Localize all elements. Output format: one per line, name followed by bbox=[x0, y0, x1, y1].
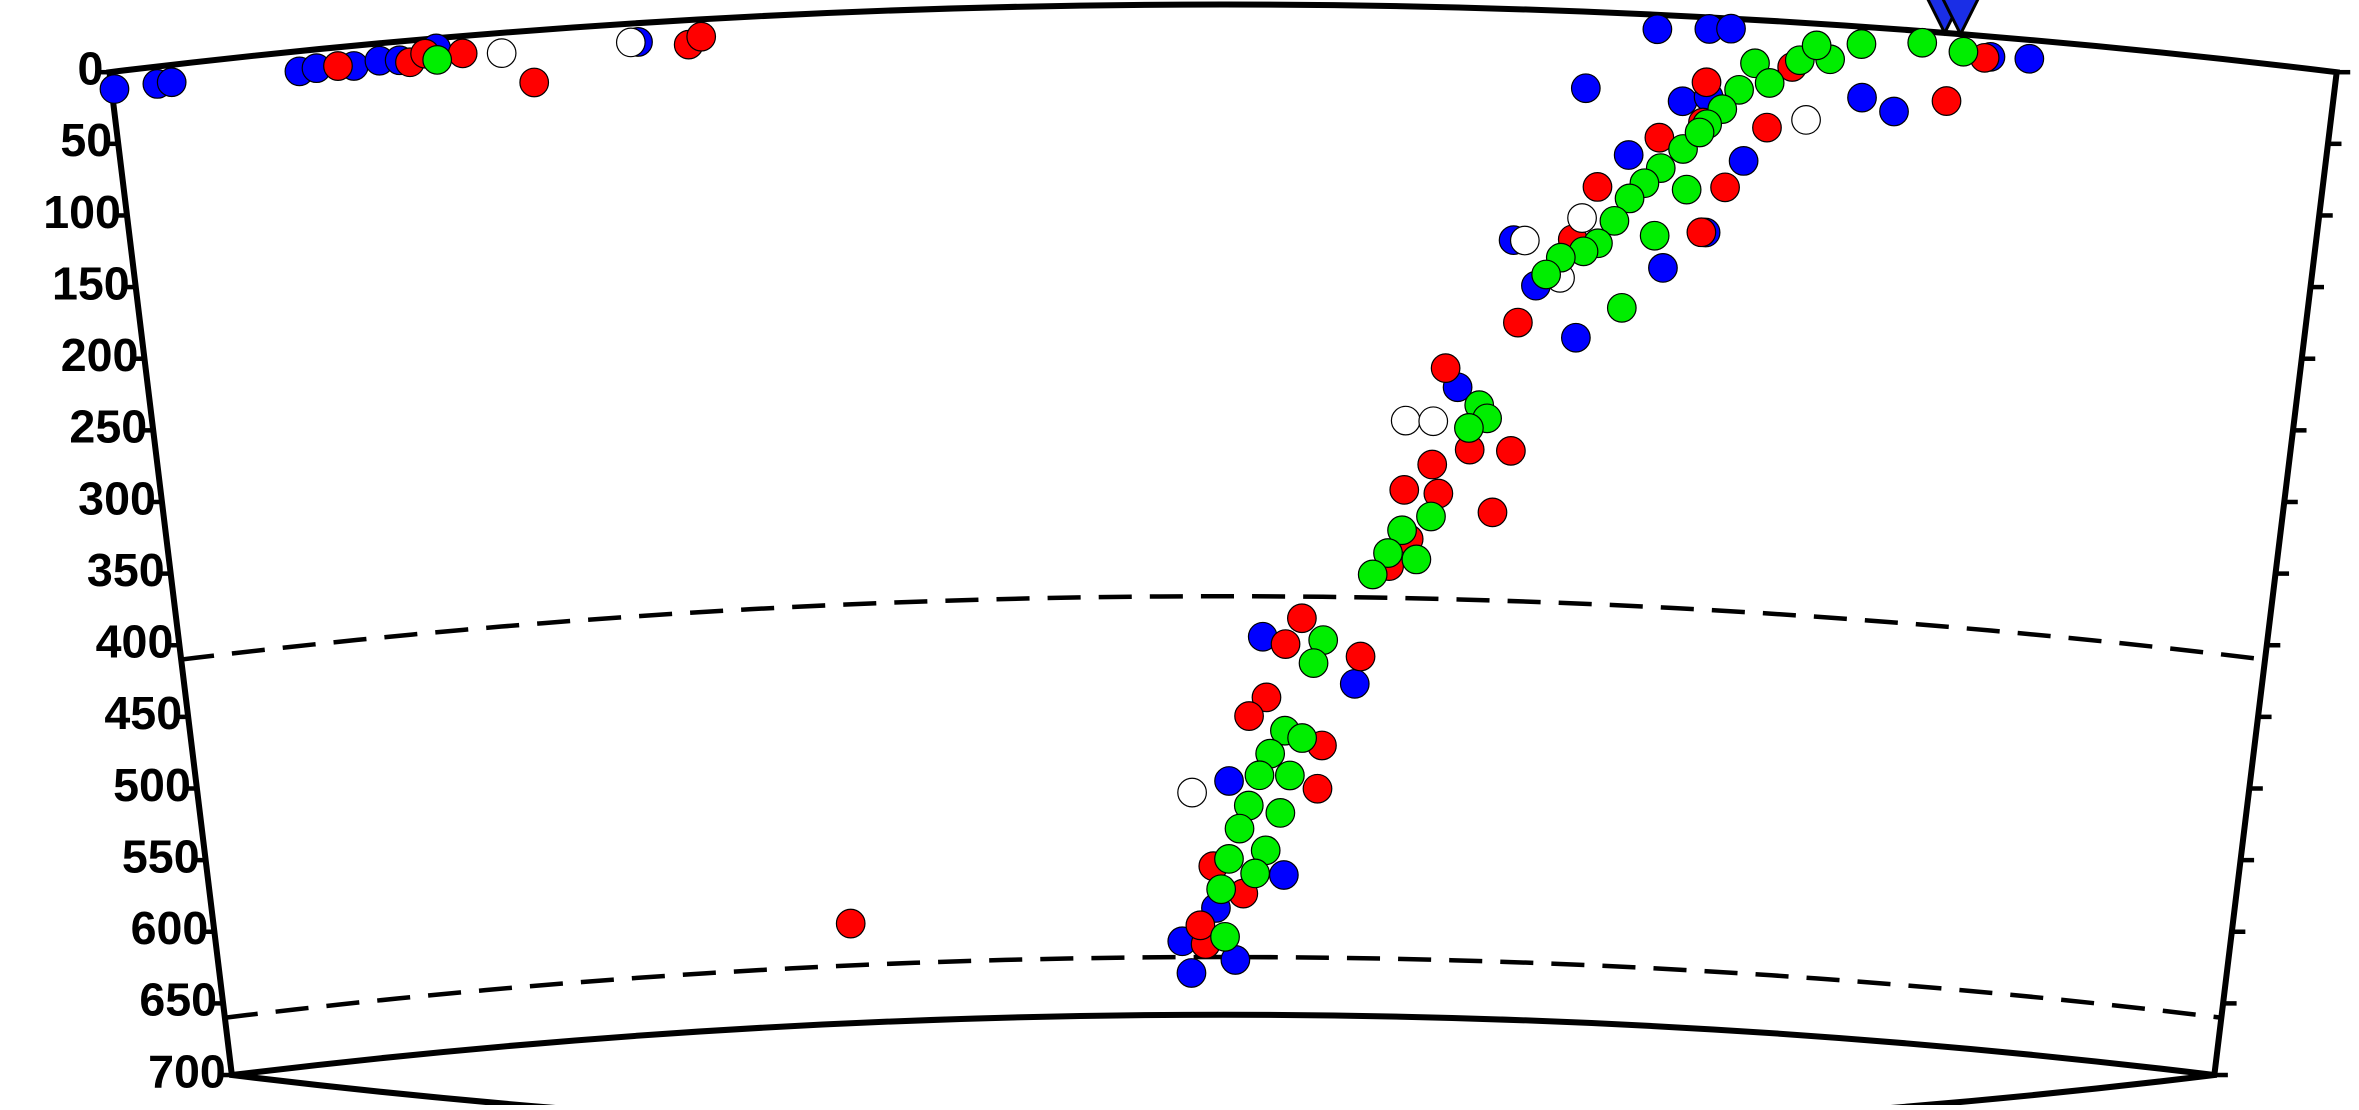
event-point bbox=[1176, 958, 1207, 988]
event-point bbox=[1948, 36, 1979, 67]
event-point bbox=[1210, 921, 1240, 952]
event-point bbox=[1567, 203, 1597, 233]
y-tick-label: 450 bbox=[104, 687, 182, 739]
event-point bbox=[1389, 474, 1420, 505]
event-point bbox=[1684, 117, 1715, 148]
y-tick-label: 700 bbox=[148, 1045, 226, 1097]
event-point bbox=[1716, 13, 1746, 44]
event-point bbox=[422, 45, 453, 75]
event-point bbox=[99, 74, 130, 104]
y-tick-label: 100 bbox=[43, 186, 121, 238]
event-point bbox=[1251, 682, 1282, 713]
event-point bbox=[615, 27, 646, 58]
event-point bbox=[1418, 406, 1449, 437]
event-point bbox=[156, 67, 187, 98]
event-point bbox=[1298, 648, 1329, 678]
event-point bbox=[1846, 29, 1877, 59]
event-point bbox=[1416, 501, 1446, 532]
y-tick-label: 50 bbox=[60, 114, 112, 166]
event-point bbox=[1791, 105, 1821, 135]
event-point bbox=[1724, 74, 1754, 105]
event-point bbox=[1614, 183, 1645, 214]
event-point bbox=[1801, 30, 1832, 61]
event-point bbox=[1570, 73, 1601, 104]
y-tick-label: 200 bbox=[61, 329, 139, 381]
event-point bbox=[1509, 225, 1540, 256]
event-point bbox=[486, 38, 517, 69]
event-point bbox=[447, 38, 478, 69]
discontinuity-line bbox=[180, 593, 2266, 662]
y-tick-label: 300 bbox=[78, 472, 156, 524]
event-point bbox=[1244, 760, 1275, 791]
event-point bbox=[1287, 603, 1317, 634]
event-point bbox=[1234, 701, 1264, 731]
event-point bbox=[1454, 413, 1484, 443]
event-point bbox=[1691, 67, 1722, 98]
y-tick-label: 350 bbox=[87, 544, 165, 596]
event-point bbox=[1477, 497, 1508, 528]
event-point bbox=[2014, 43, 2045, 74]
frame-bottom bbox=[231, 1011, 2215, 1079]
event-point bbox=[1606, 292, 1637, 323]
event-point bbox=[1287, 723, 1318, 753]
event-point bbox=[1648, 253, 1678, 283]
event-point bbox=[1907, 27, 1938, 58]
y-tick-label: 400 bbox=[96, 616, 174, 668]
event-point bbox=[1357, 559, 1388, 590]
event-point bbox=[1339, 668, 1370, 699]
event-point bbox=[1561, 322, 1591, 353]
event-point bbox=[1710, 172, 1740, 203]
event-point bbox=[1639, 220, 1670, 251]
event-point bbox=[1185, 910, 1216, 941]
y-tick-label: 500 bbox=[113, 759, 191, 811]
event-point bbox=[1430, 353, 1461, 384]
event-point bbox=[1345, 641, 1376, 672]
event-point bbox=[1401, 544, 1432, 575]
frame bbox=[106, 1, 2341, 1110]
y-tick-label: 600 bbox=[131, 902, 209, 954]
event-point bbox=[1752, 112, 1782, 143]
event-point bbox=[1495, 435, 1526, 466]
event-point bbox=[1686, 217, 1717, 248]
event-point bbox=[1503, 307, 1533, 338]
event-point bbox=[835, 908, 866, 939]
event-point bbox=[1265, 798, 1296, 828]
event-point bbox=[1373, 538, 1403, 568]
event-point bbox=[1642, 14, 1673, 45]
y-tick-label: 250 bbox=[69, 401, 147, 453]
event-point bbox=[686, 21, 717, 52]
event-point bbox=[1274, 760, 1305, 791]
event-point bbox=[1671, 174, 1702, 205]
event-point bbox=[1214, 766, 1244, 796]
y-tick-label: 0 bbox=[78, 43, 104, 95]
event-point bbox=[1387, 515, 1417, 546]
event-point bbox=[1206, 874, 1237, 905]
event-point bbox=[1599, 205, 1630, 236]
event-point bbox=[1667, 86, 1698, 117]
event-point bbox=[1531, 259, 1562, 290]
event-point bbox=[1728, 146, 1759, 176]
event-point bbox=[1177, 777, 1207, 808]
event-point bbox=[1754, 68, 1785, 98]
event-point bbox=[1390, 405, 1421, 436]
event-point bbox=[1268, 860, 1299, 890]
event-point bbox=[519, 67, 550, 98]
event-point bbox=[1270, 629, 1301, 659]
event-point bbox=[1214, 844, 1244, 874]
event-point bbox=[1879, 96, 1909, 127]
event-point bbox=[1847, 82, 1877, 113]
event-point bbox=[1240, 858, 1271, 889]
station-marker bbox=[1941, 0, 1980, 38]
event-point bbox=[323, 51, 353, 81]
event-point bbox=[1224, 813, 1255, 844]
y-tick-label: 650 bbox=[139, 974, 217, 1026]
event-point bbox=[1613, 140, 1644, 170]
event-point bbox=[1582, 172, 1613, 202]
event-point bbox=[1417, 449, 1448, 480]
y-tick-label: 150 bbox=[52, 257, 130, 309]
event-point bbox=[1302, 773, 1333, 804]
y-tick-label: 550 bbox=[122, 830, 200, 882]
event-point bbox=[1931, 86, 1962, 116]
